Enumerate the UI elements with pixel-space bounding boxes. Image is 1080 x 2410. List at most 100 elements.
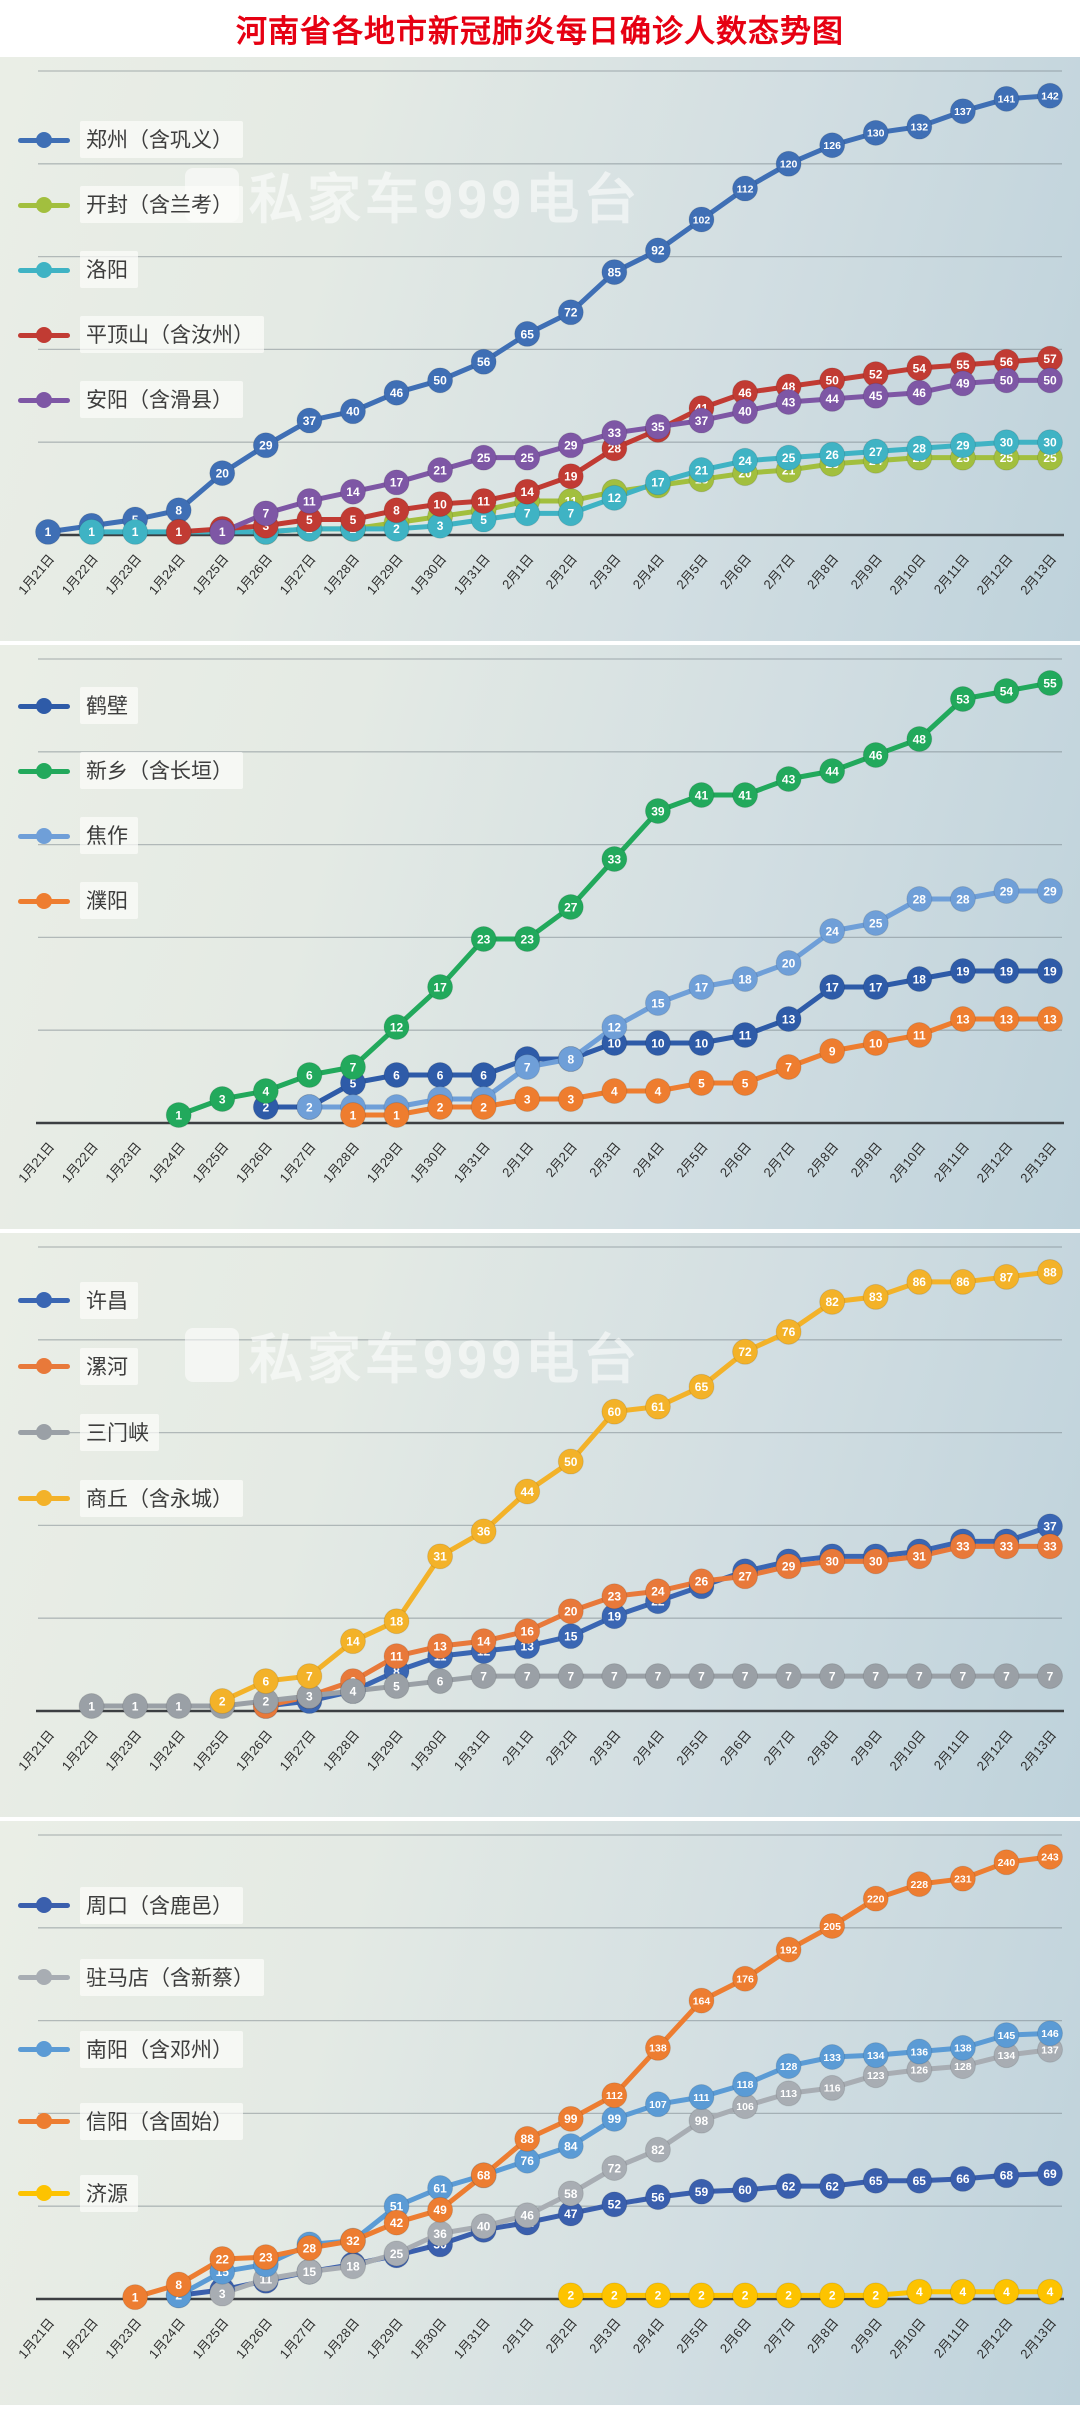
data-point-label: 2 [829,2289,836,2303]
data-point-label: 146 [1041,2028,1059,2040]
data-point-label: 138 [954,2043,972,2055]
data-point [993,1006,1020,1032]
data-point [383,1673,410,1700]
x-axis-label: 2月7日 [760,1727,798,1768]
data-point [688,782,715,808]
data-point-label: 46 [521,2209,535,2223]
data-point-label: 60 [738,2183,752,2197]
data-point [906,2167,933,2194]
data-point [732,1070,759,1096]
chart-panel-2: 鹤壁 新乡（含长垣） 焦作 濮阳 1月21日 1月22日 1月23日 1月24日 1月25日 1月… [0,645,1080,1229]
data-point-label: 33 [608,852,622,866]
data-point [252,1668,279,1695]
data-point-label: 102 [693,214,711,226]
x-axis-label: 1月29日 [364,2315,406,2361]
data-point [252,2244,279,2271]
data-point [862,2167,889,2194]
data-point [557,1598,584,1625]
data-point-label: 33 [956,1540,970,1554]
data-point [862,1663,889,1690]
data-point-label: 2 [872,2289,879,2303]
legend-item: 商丘（含永城） [18,1465,243,1531]
data-point [819,974,846,1000]
data-point-label: 7 [785,1669,792,1683]
data-point [862,2042,889,2069]
legend-item: 焦作 [18,803,243,868]
data-point-label: 192 [780,1944,798,1956]
data-point-label: 88 [1043,1265,1057,1279]
data-point-label: 112 [606,2090,623,2102]
page-title: 河南省各地市新冠肺炎每日确诊人数态势图 [0,0,1080,57]
legend-series-marker-icon [18,1897,70,1913]
data-point [862,119,889,146]
legend-label: 三门峡 [80,1413,159,1451]
data-point-label: 30 [1000,436,1014,450]
x-axis-label: 2月11日 [931,1139,973,1184]
legend-series-marker-icon [18,326,70,343]
data-point-label: 50 [1000,374,1014,388]
data-point [339,398,366,425]
data-point-label: 17 [433,980,447,994]
data-point-label: 21 [433,463,447,477]
data-point-label: 142 [1041,91,1059,103]
data-point-label: 32 [346,2234,360,2248]
chart-svg: 1月21日 1月22日 1月23日 1月24日 1月25日 1月26日 1月27日 1月28日… [15,1834,1064,2361]
data-point [688,1663,715,1690]
data-point [993,1263,1020,1290]
data-point [1037,2160,1063,2187]
data-point [819,132,846,159]
data-point-label: 7 [524,507,531,521]
legend-label: 洛阳 [80,251,138,288]
x-axis-label: 2月2日 [543,1139,581,1180]
legend-series-marker-icon [18,1424,70,1440]
data-point [514,926,541,952]
data-point [993,1533,1020,1560]
data-point [427,1094,454,1120]
data-point [427,367,454,394]
data-point-label: 40 [738,405,752,419]
data-point [383,2209,410,2236]
data-point-label: 137 [954,106,972,118]
data-point-label: 123 [867,2070,885,2082]
data-point-label: 28 [608,442,622,456]
data-point [906,1871,933,1898]
data-point [339,1678,366,1705]
data-point-label: 29 [564,439,578,453]
data-point-label: 6 [393,1068,400,1082]
data-point-label: 68 [477,2169,491,2183]
data-point-label: 29 [782,1560,796,1574]
data-point-label: 29 [259,439,273,453]
data-point [862,382,889,409]
legend-label: 济源 [80,2174,138,2212]
legend-series-marker-icon [18,391,70,408]
legend-series-marker-icon [18,762,70,779]
x-axis-label: 2月6日 [717,1727,755,1768]
data-point [209,1086,236,1112]
data-point-label: 33 [608,426,622,440]
legend-label: 焦作 [80,817,138,854]
x-axis-label: 2月13日 [1017,1139,1059,1185]
data-point-label: 132 [911,121,929,133]
data-point-label: 72 [738,1345,752,1359]
data-point-label: 37 [695,414,709,428]
x-axis-label: 2月8日 [804,551,842,592]
data-point [383,379,410,406]
data-point [601,2191,628,2218]
data-point [775,1006,802,1032]
data-point [514,2125,541,2152]
data-point-label: 134 [867,2050,885,2062]
data-point [819,2282,846,2309]
data-point [819,2074,846,2101]
x-axis-label: 2月2日 [543,551,581,592]
data-point [688,1030,715,1056]
data-point [732,782,759,808]
chart-svg: 1月21日 1月22日 1月23日 1月24日 1月25日 1月26日 1月27日 1月28日… [15,1246,1064,1773]
data-point [601,1583,628,1610]
x-axis-label: 1月26日 [233,1727,275,1773]
legend-label: 周口（含鹿邑） [80,1886,243,1924]
x-axis-label: 1月28日 [320,1727,362,1773]
x-axis-label: 1月21日 [15,1727,57,1773]
data-point-label: 19 [956,964,970,978]
data-point-label: 10 [695,1036,709,1050]
data-point-label: 2 [480,1100,487,1114]
